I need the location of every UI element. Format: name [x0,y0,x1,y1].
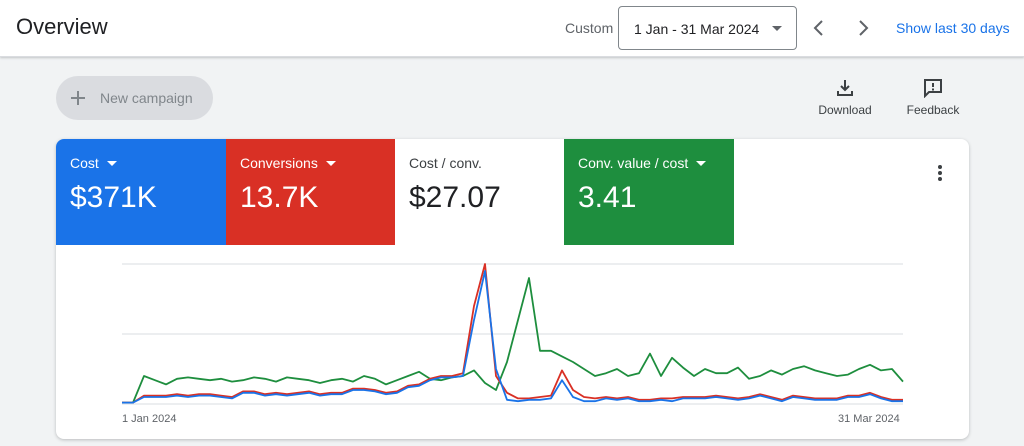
metric-value: 13.7K [240,181,319,214]
metric-value: $27.07 [409,181,501,214]
metric-value: $371K [70,181,157,214]
metric-label: Cost / conv. [409,155,482,171]
top-bar: Overview Custom 1 Jan - 31 Mar 2024 Show… [0,0,1024,57]
dropdown-caret-icon [106,160,117,166]
plus-icon [71,91,85,105]
more-options-button[interactable] [930,163,950,183]
feedback-button[interactable]: Feedback [898,78,968,120]
performance-line-chart: 1 Jan 2024 31 Mar 2024 [122,263,904,425]
series-line-1 [122,263,903,404]
date-range-type-label: Custom [565,20,614,36]
download-label: Download [818,103,872,117]
date-range-value: 1 Jan - 31 Mar 2024 [634,21,760,37]
series-line-0 [122,270,903,404]
dropdown-caret-icon [772,26,782,31]
chevron-right-icon [859,20,869,36]
metric-cost[interactable]: Cost $371K [56,139,226,245]
date-range-select[interactable]: 1 Jan - 31 Mar 2024 [618,6,797,50]
download-icon [837,80,853,96]
metric-cost-per-conversion[interactable]: Cost / conv. $27.07 [395,139,565,245]
metric-label: Conv. value / cost [578,155,720,171]
x-tick-end: 31 Mar 2024 [838,413,900,425]
new-campaign-label: New campaign [100,90,193,106]
dropdown-caret-icon [325,160,336,166]
page-title: Overview [16,14,108,39]
previous-period-button[interactable] [805,14,833,42]
download-button[interactable]: Download [810,78,880,120]
series-line-2 [122,277,904,404]
metric-conversions[interactable]: Conversions 13.7K [226,139,396,245]
performance-card: Cost $371K Conversions 13.7K Cost / conv… [56,139,969,439]
metric-label: Cost [70,155,212,171]
chevron-left-icon [813,20,823,36]
show-last-30-days-link[interactable]: Show last 30 days [896,20,1010,36]
next-period-button[interactable] [849,14,877,42]
new-campaign-button[interactable]: New campaign [56,76,213,120]
dropdown-caret-icon [696,160,707,166]
more-vert-icon [938,165,942,181]
feedback-icon [924,79,942,98]
metric-label: Conversions [240,155,382,171]
metric-conv-value-per-cost[interactable]: Conv. value / cost 3.41 [564,139,734,245]
feedback-label: Feedback [906,103,960,117]
metric-value: 3.41 [578,181,637,214]
x-tick-start: 1 Jan 2024 [122,413,176,425]
